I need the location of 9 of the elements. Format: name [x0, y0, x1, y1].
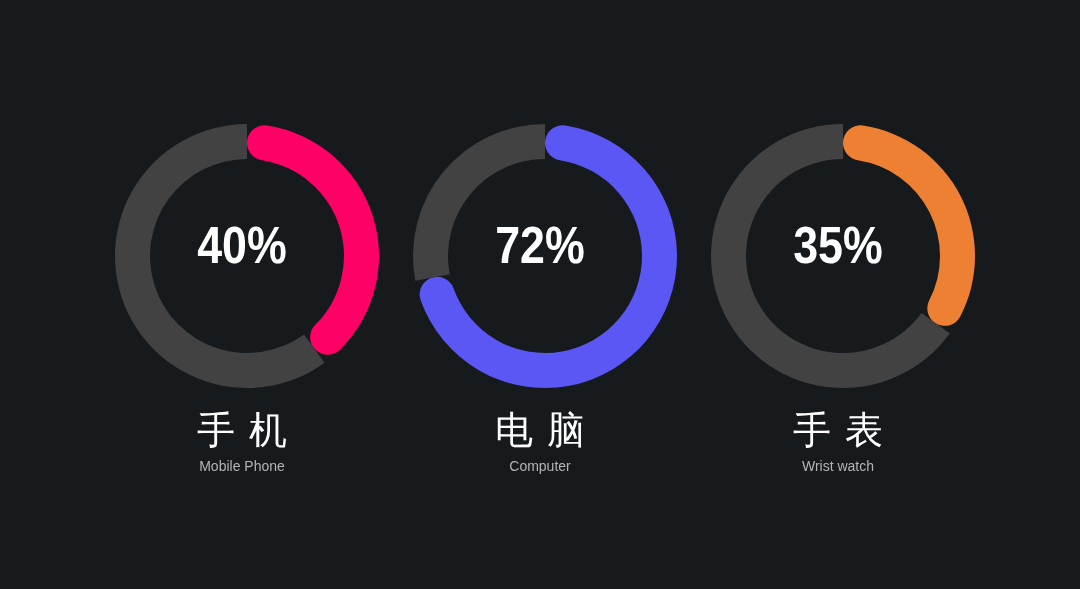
- text: Wrist watch: [800, 458, 876, 474]
- text: 手表: [792, 409, 898, 451]
- text: 电脑: [494, 409, 600, 451]
- text: 35%: [793, 216, 883, 274]
- text: 手机: [196, 409, 302, 451]
- text: 40%: [197, 216, 287, 274]
- text: Mobile Phone: [198, 458, 286, 474]
- text: 72%: [495, 216, 585, 274]
- text: Computer: [508, 458, 572, 474]
